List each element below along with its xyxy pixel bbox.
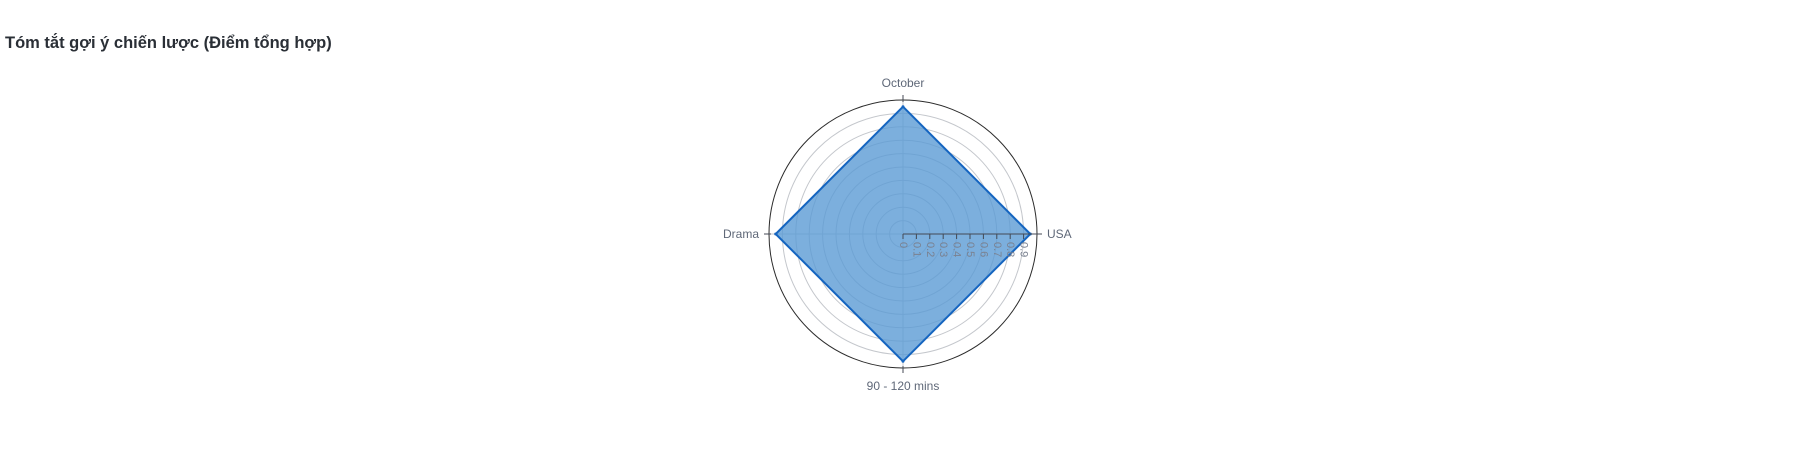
radial-tick-label: 0.2 [924,242,936,257]
radial-tick-label: 0.6 [977,242,989,257]
axis-label: Drama [723,227,759,241]
axis-label: USA [1047,227,1072,241]
radial-tick-label: 0.8 [1004,242,1016,257]
radial-tick-label: 0 [897,242,909,248]
axis-label: October [882,76,925,90]
axis-label: 90 - 120 mins [867,379,940,393]
radial-tick-label: 0.4 [951,242,963,257]
radial-tick-label: 0.5 [964,242,976,257]
radial-tick-label: 0.9 [1018,242,1030,257]
data-point [901,359,905,363]
chart-title: Tóm tắt gợi ý chiến lược (Điểm tổng hợp) [5,34,332,52]
radial-tick-label: 0.7 [991,242,1003,257]
radial-tick-label: 0.3 [937,242,949,257]
radial-tick-label: 0.1 [910,242,922,257]
data-point [901,105,905,109]
data-point [774,232,778,236]
